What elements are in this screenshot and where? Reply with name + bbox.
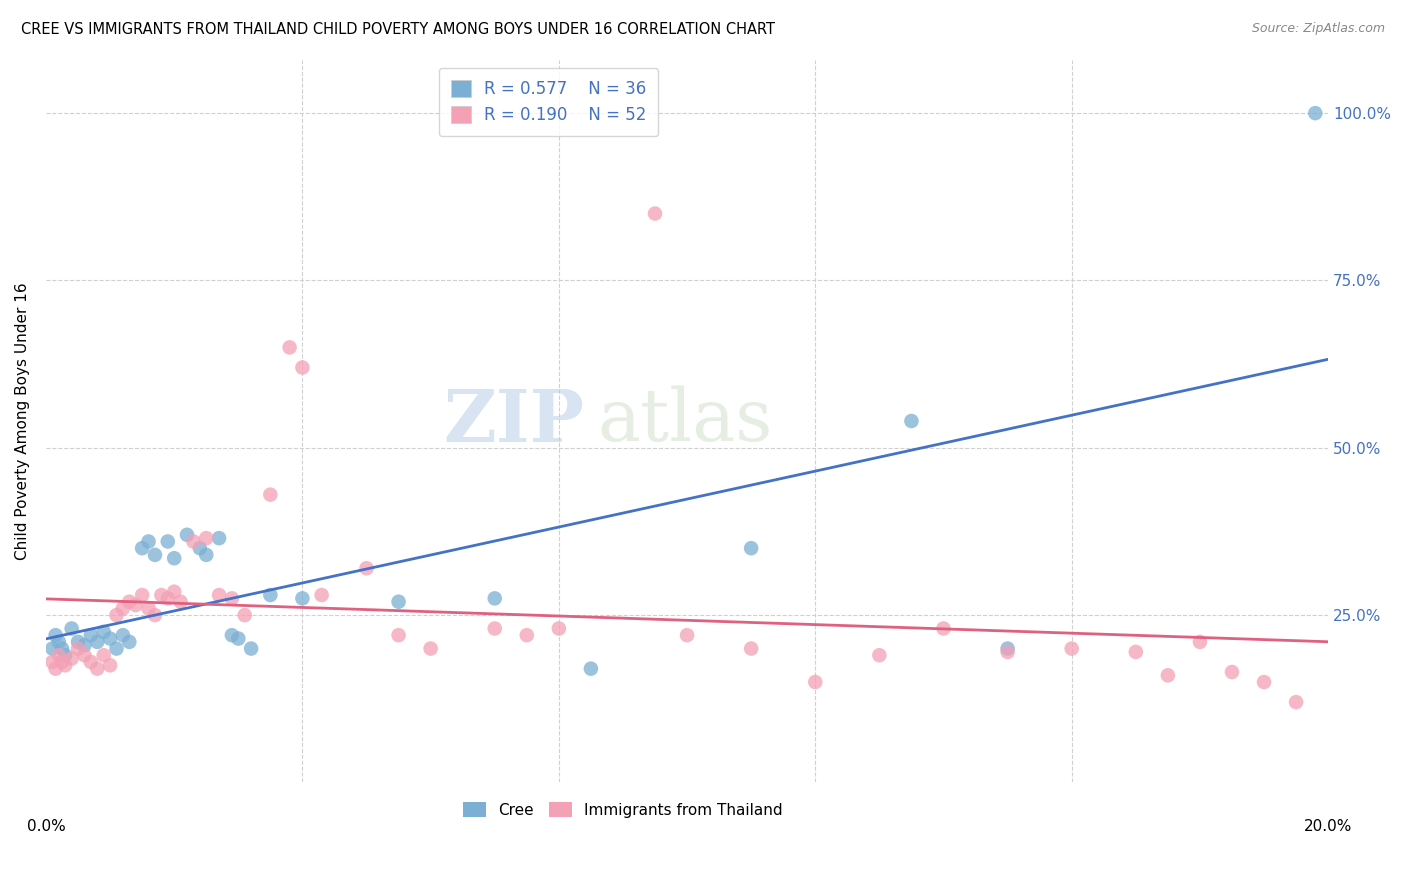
Point <box>131 541 153 556</box>
Point <box>208 531 231 545</box>
Point <box>516 628 538 642</box>
Point <box>484 622 506 636</box>
Point <box>143 608 166 623</box>
Point <box>93 648 115 663</box>
Point <box>740 541 762 556</box>
Point <box>484 591 506 606</box>
Point <box>60 622 83 636</box>
Point <box>138 534 160 549</box>
Point <box>644 206 666 220</box>
Point <box>73 648 96 663</box>
Point <box>111 628 134 642</box>
Point <box>1285 695 1308 709</box>
Point <box>156 591 179 606</box>
Point <box>138 601 160 615</box>
Point <box>105 608 128 623</box>
Point <box>118 635 141 649</box>
Point <box>676 628 699 642</box>
Point <box>150 588 173 602</box>
Point <box>125 598 148 612</box>
Point <box>188 541 211 556</box>
Point <box>311 588 333 602</box>
Point <box>579 662 602 676</box>
Point <box>98 632 121 646</box>
Point <box>93 624 115 639</box>
Point <box>195 548 218 562</box>
Point <box>48 635 70 649</box>
Point <box>73 638 96 652</box>
Point <box>105 641 128 656</box>
Point <box>176 528 198 542</box>
Point <box>291 360 314 375</box>
Point <box>221 591 243 606</box>
Point <box>53 648 76 663</box>
Point <box>45 628 67 642</box>
Point <box>45 662 67 676</box>
Point <box>183 534 205 549</box>
Point <box>221 628 243 642</box>
Legend: Cree, Immigrants from Thailand: Cree, Immigrants from Thailand <box>456 794 790 825</box>
Point <box>1253 675 1275 690</box>
Point <box>1188 635 1211 649</box>
Text: CREE VS IMMIGRANTS FROM THAILAND CHILD POVERTY AMONG BOYS UNDER 16 CORRELATION C: CREE VS IMMIGRANTS FROM THAILAND CHILD P… <box>21 22 775 37</box>
Point <box>240 641 263 656</box>
Point <box>233 608 256 623</box>
Point <box>80 655 103 669</box>
Point <box>419 641 441 656</box>
Point <box>278 340 301 354</box>
Point <box>291 591 314 606</box>
Point <box>98 658 121 673</box>
Point <box>41 655 63 669</box>
Point <box>118 595 141 609</box>
Point <box>48 648 70 663</box>
Point <box>932 622 955 636</box>
Y-axis label: Child Poverty Among Boys Under 16: Child Poverty Among Boys Under 16 <box>15 282 30 560</box>
Point <box>226 632 249 646</box>
Point <box>156 534 179 549</box>
Point <box>997 645 1019 659</box>
Point <box>208 588 231 602</box>
Point <box>1157 668 1180 682</box>
Point <box>868 648 890 663</box>
Point <box>80 628 103 642</box>
Point <box>740 641 762 656</box>
Point <box>131 588 153 602</box>
Text: 0.0%: 0.0% <box>27 819 65 834</box>
Point <box>1305 106 1327 120</box>
Point <box>163 551 186 566</box>
Point <box>143 548 166 562</box>
Point <box>163 584 186 599</box>
Point <box>804 675 827 690</box>
Point <box>51 641 73 656</box>
Point <box>66 635 89 649</box>
Point <box>51 655 73 669</box>
Text: 20.0%: 20.0% <box>1303 819 1353 834</box>
Point <box>387 595 409 609</box>
Point <box>111 601 134 615</box>
Point <box>900 414 922 428</box>
Point <box>259 588 281 602</box>
Text: ZIP: ZIP <box>444 385 585 457</box>
Point <box>53 658 76 673</box>
Point <box>86 635 108 649</box>
Point <box>41 641 63 656</box>
Text: atlas: atlas <box>598 385 773 457</box>
Point <box>86 662 108 676</box>
Point <box>66 641 89 656</box>
Point <box>60 651 83 665</box>
Point <box>387 628 409 642</box>
Point <box>547 622 569 636</box>
Point <box>1220 665 1243 679</box>
Text: Source: ZipAtlas.com: Source: ZipAtlas.com <box>1251 22 1385 36</box>
Point <box>997 641 1019 656</box>
Point <box>1060 641 1083 656</box>
Point <box>195 531 218 545</box>
Point <box>1125 645 1147 659</box>
Point <box>259 488 281 502</box>
Point <box>356 561 378 575</box>
Point <box>169 595 191 609</box>
